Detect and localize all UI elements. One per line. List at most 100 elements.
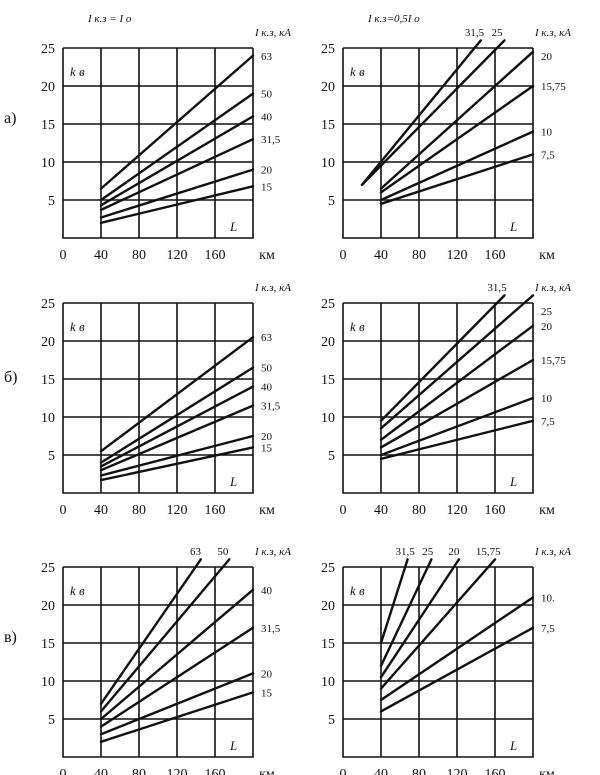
- series-line: [99, 168, 255, 219]
- y-tick-label: 15: [321, 118, 335, 133]
- x-axis-label: L: [509, 738, 517, 753]
- x-tick-label: 120: [167, 503, 188, 518]
- series-line: [99, 672, 255, 736]
- series-label: 15,75: [476, 546, 501, 558]
- x-axis-label: L: [229, 738, 237, 753]
- unit-label: I к.з, кА: [534, 27, 571, 39]
- series-line: [379, 130, 535, 202]
- series-line: [379, 396, 535, 457]
- y-tick-label: 10: [321, 411, 335, 426]
- y-axis-label: k в: [70, 64, 85, 79]
- series-label: 63: [190, 546, 202, 558]
- series-label: 7,5: [541, 149, 555, 161]
- series-label: 40: [261, 585, 273, 597]
- y-tick-label: 25: [41, 42, 55, 57]
- y-tick-label: 15: [321, 637, 335, 652]
- series-line: [99, 115, 255, 207]
- series-line: [99, 446, 255, 482]
- x-tick-label: 120: [167, 767, 188, 775]
- series-line: [99, 92, 255, 202]
- x-tick-label: 160: [485, 767, 506, 775]
- axis-frame: [342, 48, 534, 239]
- chart-panel-1: 5 10 15 20 25 0 40 80 120 160 км k в L I к.з=0,5I о I …: [321, 13, 571, 263]
- series-label: 31,5: [396, 546, 416, 558]
- series-label: 50: [261, 363, 273, 375]
- chart-panel-5: 5 10 15 20 25 0 40 80 120 160 км k в L I к.з, кА 31,5 2…: [321, 546, 571, 775]
- series-label: 20: [541, 51, 553, 63]
- series-label: 20: [541, 321, 553, 333]
- x-tick-label: 0: [60, 248, 67, 263]
- series-label: 25: [492, 27, 504, 39]
- y-tick-label: 5: [48, 194, 55, 209]
- panel-header: I к.з = I о: [87, 13, 132, 25]
- unit-label: I к.з, кА: [254, 27, 291, 39]
- series-line: [379, 324, 535, 441]
- y-tick-label: 10: [41, 411, 55, 426]
- x-tick-label: 120: [447, 767, 468, 775]
- x-tick-label: 160: [485, 503, 506, 518]
- x-tick-label: 40: [94, 503, 108, 518]
- x-axis-label: L: [509, 474, 517, 489]
- series-label: 31,5: [261, 134, 281, 146]
- axis-frame: [62, 48, 254, 239]
- row-label-b: б): [4, 369, 17, 386]
- x-tick-label: 160: [485, 248, 506, 263]
- chart-panel-0: 5 10 15 20 25 0 40 80 120 160 км k в L I к.з = I о I к…: [41, 13, 291, 263]
- x-tick-label: 80: [412, 248, 426, 263]
- y-tick-label: 20: [321, 80, 335, 95]
- series-line: [360, 39, 506, 186]
- y-tick-label: 5: [328, 713, 335, 728]
- y-tick-label: 20: [41, 335, 55, 350]
- row-label-a: а): [4, 110, 16, 127]
- series-line: [99, 336, 255, 453]
- series-label: 15,75: [541, 81, 566, 93]
- x-unit-label: км: [259, 767, 275, 775]
- y-tick-label: 25: [321, 297, 335, 312]
- series-line: [379, 558, 409, 645]
- unit-label: I к.з, кА: [254, 546, 291, 558]
- x-tick-label: 40: [94, 248, 108, 263]
- unit-label: I к.з, кА: [534, 546, 571, 558]
- y-tick-label: 20: [321, 599, 335, 614]
- y-axis-label: k в: [70, 319, 85, 334]
- x-tick-label: 160: [205, 503, 226, 518]
- series-label: 40: [261, 111, 273, 123]
- chart-panels: 5 10 15 20 25 0 40 80 120 160 км k в L I к.з = I о I к…: [41, 13, 571, 775]
- axis-frame: [342, 567, 534, 758]
- series-line: [360, 39, 482, 186]
- series-line: [379, 596, 535, 702]
- series-group: [379, 294, 535, 460]
- series-label: 7,5: [541, 416, 555, 428]
- x-tick-label: 40: [374, 503, 388, 518]
- chart-panel-4: 5 10 15 20 25 0 40 80 120 160 км k в L I к.з, кА 63 50 4…: [41, 546, 291, 775]
- series-line: [379, 153, 535, 205]
- x-tick-label: 40: [374, 248, 388, 263]
- series-label: 7,5: [541, 623, 555, 635]
- y-tick-label: 5: [328, 449, 335, 464]
- series-line: [379, 294, 535, 430]
- x-tick-label: 0: [60, 767, 67, 775]
- x-unit-label: км: [539, 767, 555, 775]
- series-label: 50: [217, 546, 229, 558]
- series-group: [99, 558, 255, 743]
- series-line: [379, 626, 535, 713]
- row-label-c: в): [4, 629, 17, 646]
- y-tick-label: 10: [41, 675, 55, 690]
- series-group: [99, 336, 255, 482]
- y-tick-label: 10: [41, 156, 55, 171]
- series-line: [99, 385, 255, 468]
- series-line: [379, 558, 433, 667]
- y-tick-label: 15: [321, 373, 335, 388]
- series-line: [99, 434, 255, 477]
- x-tick-label: 80: [412, 767, 426, 775]
- series-label: 50: [261, 89, 273, 101]
- series-line: [379, 84, 535, 194]
- x-tick-label: 120: [167, 248, 188, 263]
- x-tick-label: 0: [340, 248, 347, 263]
- x-tick-label: 40: [94, 767, 108, 775]
- series-label: 20: [448, 546, 460, 558]
- series-line: [99, 54, 255, 190]
- series-line: [99, 626, 255, 728]
- y-tick-label: 20: [41, 599, 55, 614]
